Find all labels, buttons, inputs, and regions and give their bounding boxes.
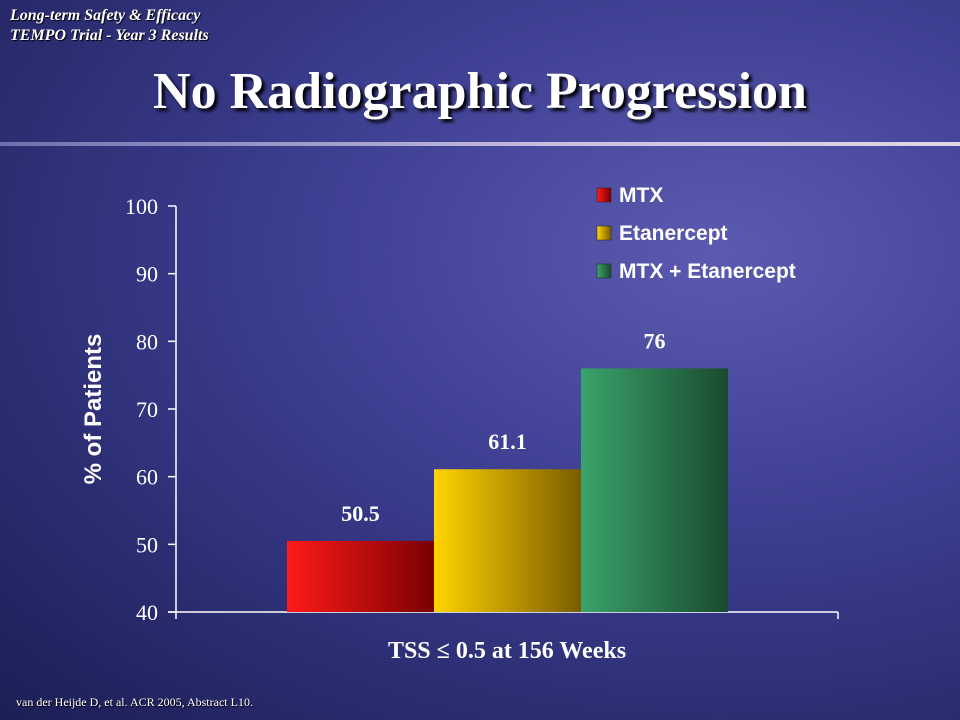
y-tick-label: 70 [136,397,158,422]
legend-label: MTX + Etanercept [619,260,796,283]
legend-label: Etanercept [619,222,728,245]
y-tick-label: 80 [136,329,158,354]
bar-mtx-etanercept [581,368,728,612]
data-label: 50.5 [341,501,380,526]
legend-label: MTX [619,184,663,207]
y-tick-label: 40 [136,600,158,625]
slide-title: No Radiographic Progression [153,63,807,120]
title-divider [0,142,960,146]
slide-header: Long-term Safety & Efficacy TEMPO Trial … [10,6,209,46]
bar-mtx [287,540,434,612]
y-tick-label: 60 [136,465,158,490]
data-label: 76 [644,328,666,353]
y-tick-label: 100 [125,194,158,219]
citation-footnote: van der Heijde D, et al. ACR 2005, Abstr… [16,695,253,709]
y-tick-label: 50 [136,532,158,557]
header-line-1: Long-term Safety & Efficacy [10,7,201,24]
header-line-2: TEMPO Trial - Year 3 Results [10,27,209,44]
legend-swatch [596,187,612,203]
bar-etanercept [434,469,581,612]
legend-swatch [596,225,612,241]
legend-swatch [596,263,612,279]
y-tick-label: 90 [136,262,158,287]
data-label: 61.1 [488,429,527,454]
x-axis-title: TSS ≤ 0.5 at 156 Weeks [388,638,626,664]
y-axis-title: % of Patients [80,334,107,485]
